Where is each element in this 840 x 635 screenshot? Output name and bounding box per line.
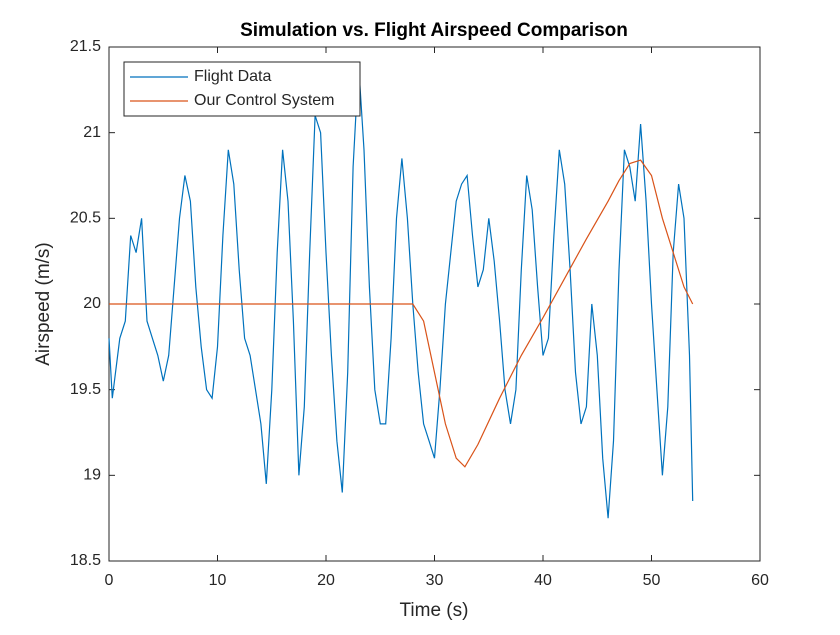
- y-tick-label: 19: [83, 467, 101, 484]
- legend-label: Flight Data: [194, 68, 271, 85]
- y-tick-label: 18.5: [70, 552, 101, 569]
- y-tick-label: 20: [83, 295, 101, 312]
- chart-title: Simulation vs. Flight Airspeed Compariso…: [240, 20, 628, 41]
- y-tick-label: 21.5: [70, 38, 101, 55]
- x-tick-label: 60: [751, 572, 769, 589]
- x-tick-label: 30: [426, 572, 444, 589]
- y-tick-label: 19.5: [70, 381, 101, 398]
- line-series: [109, 159, 694, 468]
- line-series: [108, 64, 694, 519]
- x-tick-label: 0: [105, 572, 114, 589]
- x-tick-label: 20: [317, 572, 335, 589]
- legend-label: Our Control System: [194, 92, 334, 109]
- x-axis-label: Time (s): [400, 600, 469, 621]
- legend-box: [123, 61, 361, 117]
- y-axis-label: Airspeed (m/s): [33, 242, 54, 366]
- y-tick-label: 20.5: [70, 210, 101, 227]
- x-tick-label: 10: [209, 572, 227, 589]
- x-tick-label: 40: [534, 572, 552, 589]
- x-tick-label: 50: [643, 572, 661, 589]
- y-tick-label: 21: [83, 124, 101, 141]
